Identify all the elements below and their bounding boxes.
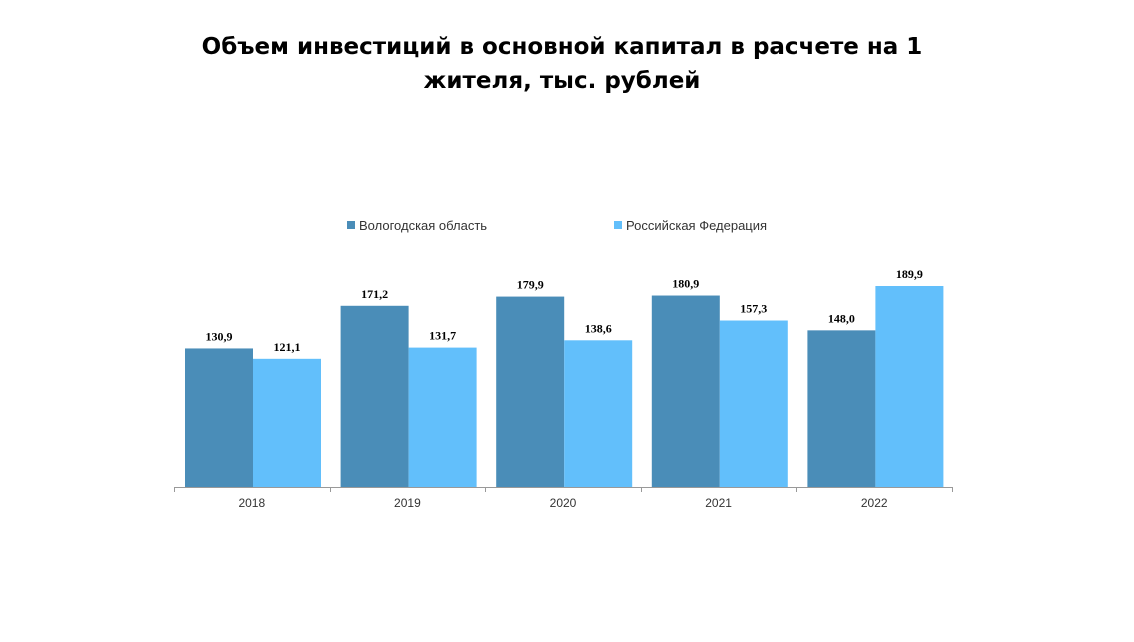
legend-swatch-russia	[614, 221, 622, 229]
bar-2018-series-1	[185, 348, 253, 487]
legend-label-russia: Российская Федерация	[626, 217, 768, 233]
chart-title-line-2: жителя, тыс. рублей	[423, 68, 701, 94]
legend-swatch-vologda	[347, 221, 355, 229]
bar-2021-series-1	[651, 295, 720, 487]
data-label-2018-series-2: 121,1	[274, 340, 301, 354]
x-tick-label-2022: 2022	[861, 496, 888, 510]
data-label-2020-series-1: 179,9	[517, 278, 544, 292]
bar-2019-series-2	[408, 347, 477, 487]
data-label-2020-series-2: 138,6	[585, 321, 612, 335]
bar-2019-series-1	[340, 305, 409, 487]
chart-title: Объем инвестиций в основной капитал в ра…	[0, 30, 1124, 98]
bar-2022-series-1	[807, 330, 876, 487]
bar-2020-series-1	[496, 296, 565, 487]
chart-title-line-1: Объем инвестиций в основной капитал в ра…	[201, 34, 923, 60]
bar-2020-series-2	[564, 340, 633, 487]
x-tick-label-2021: 2021	[705, 496, 732, 510]
legend: Вологодская область Российская Федерация	[0, 215, 1134, 235]
data-label-2019-series-1: 171,2	[361, 287, 388, 301]
legend-item-vologda: Вологодская область	[347, 215, 487, 235]
data-label-2021-series-1: 180,9	[672, 277, 699, 291]
bar-2022-series-2	[875, 286, 944, 487]
data-label-2018-series-1: 130,9	[206, 329, 233, 343]
data-label-2019-series-2: 131,7	[429, 329, 456, 343]
legend-item-russia: Российская Федерация	[614, 215, 767, 235]
data-label-2022-series-2: 189,9	[896, 267, 923, 281]
x-tick-label-2019: 2019	[394, 496, 421, 510]
bar-2021-series-2	[719, 320, 788, 487]
data-label-2021-series-2: 157,3	[740, 302, 767, 316]
x-tick-label-2020: 2020	[550, 496, 577, 510]
legend-label-vologda: Вологодская область	[359, 217, 488, 233]
x-tick-label-2018: 2018	[238, 496, 265, 510]
bar-2018-series-2	[253, 358, 321, 487]
data-label-2022-series-1: 148,0	[828, 311, 855, 325]
